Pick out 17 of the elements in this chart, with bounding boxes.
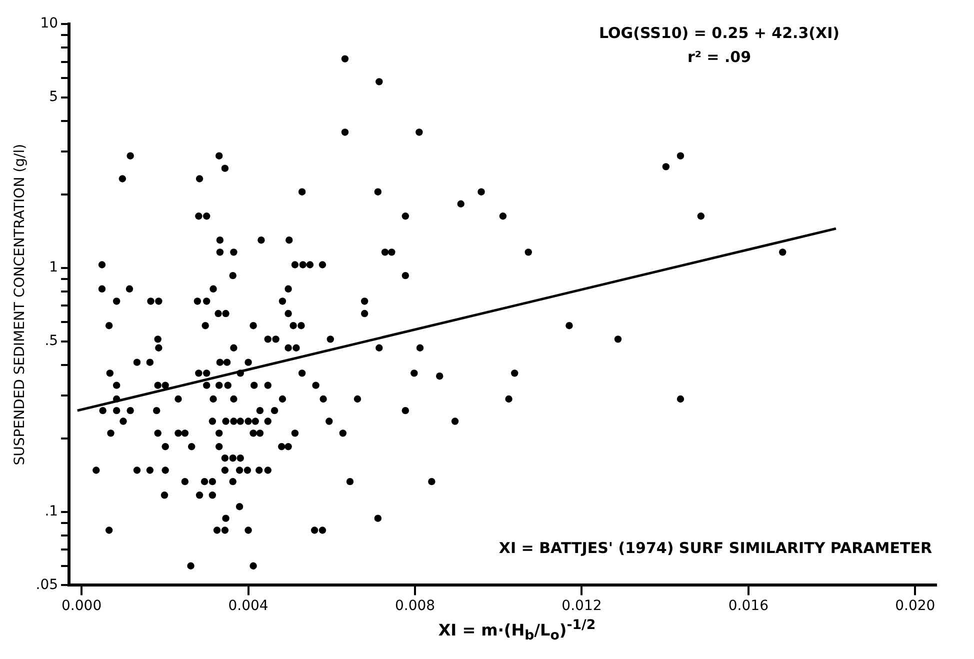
y-tick-label: 1 — [49, 260, 58, 276]
annotation: r² = .09 — [687, 48, 752, 66]
x-tick-label: 0.016 — [728, 598, 769, 614]
y-tick-label: .05 — [36, 576, 58, 593]
annotation: XI = BATTJES' (1974) SURF SIMILARITY PARAMETER — [498, 539, 932, 558]
y-axis-title: SUSPENDED SEDIMENT CONCENTRATION (g/l) — [12, 144, 28, 466]
x-tick-label: 0.012 — [562, 598, 602, 614]
y-tick-label: 10 — [40, 16, 58, 32]
y-tick-label: .1 — [44, 503, 58, 520]
annotation: LOG(SS10) = 0.25 + 42.3(XI) — [599, 24, 840, 42]
x-tick-label: 0.004 — [228, 598, 268, 614]
x-tick-label: 0.000 — [62, 598, 102, 614]
y-tick-label: .5 — [44, 332, 58, 349]
x-tick-label: 0.008 — [394, 598, 436, 614]
x-tick-label: 0.020 — [895, 598, 936, 614]
y-tick-label: 5 — [49, 89, 58, 106]
x-axis-title: XI = m·(H$_{b}$/L$_{o}$)$^{-1/2}$ — [437, 618, 597, 644]
